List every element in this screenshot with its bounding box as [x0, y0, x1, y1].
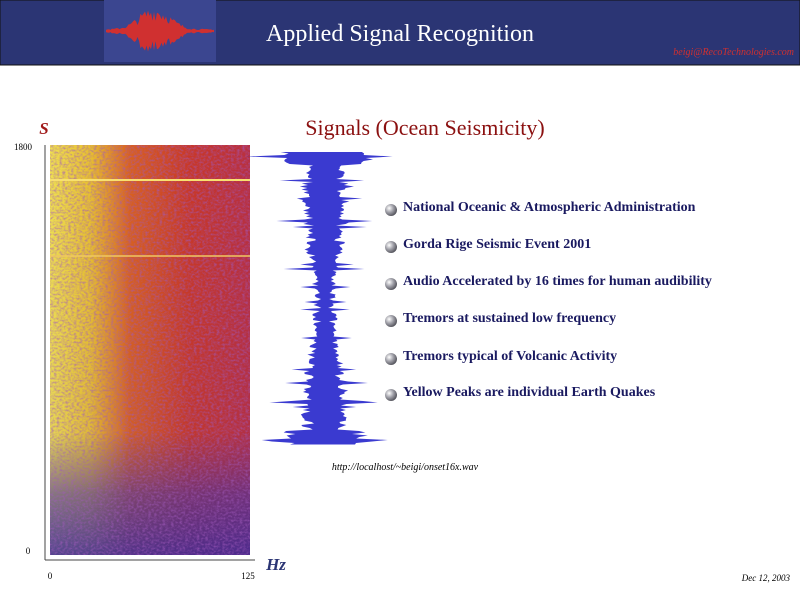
y-tick-label: 1800	[14, 142, 33, 152]
slide-title: Signals (Ocean Seismicity)	[305, 115, 545, 140]
bullet-icon	[385, 389, 397, 401]
y-tick-label: 0	[26, 546, 31, 556]
bullet-list: National Oceanic & Atmospheric Administr…	[385, 200, 712, 401]
seismic-waveform	[246, 152, 393, 445]
y-axis-label: S	[39, 119, 48, 138]
bullet-text: Tremors at sustained low frequency	[403, 311, 616, 326]
bullet-text: Audio Accelerated by 16 times for human …	[403, 274, 712, 289]
spectrogram-noise	[50, 145, 250, 555]
bullet-icon	[385, 315, 397, 327]
bullet-text: Tremors typical of Volcanic Activity	[403, 349, 617, 364]
bullet-icon	[385, 204, 397, 216]
header-email: beigi@RecoTechnologies.com	[673, 47, 794, 58]
bullet-text: National Oceanic & Atmospheric Administr…	[403, 200, 696, 215]
header-title: Applied Signal Recognition	[266, 21, 534, 47]
bullet-icon	[385, 278, 397, 290]
audio-link[interactable]: http://localhost/~beigi/onset16x.wav	[332, 462, 479, 473]
bullet-icon	[385, 241, 397, 253]
x-tick-label: 125	[241, 571, 255, 581]
x-tick-label: 0	[48, 571, 53, 581]
x-axis-label: Hz	[265, 555, 286, 574]
bullet-text: Yellow Peaks are individual Earth Quakes	[403, 385, 656, 400]
bullet-text: Gorda Rige Seismic Event 2001	[403, 237, 591, 252]
footer-date: Dec 12, 2003	[741, 573, 791, 583]
bullet-icon	[385, 353, 397, 365]
logo-wave	[106, 10, 214, 52]
